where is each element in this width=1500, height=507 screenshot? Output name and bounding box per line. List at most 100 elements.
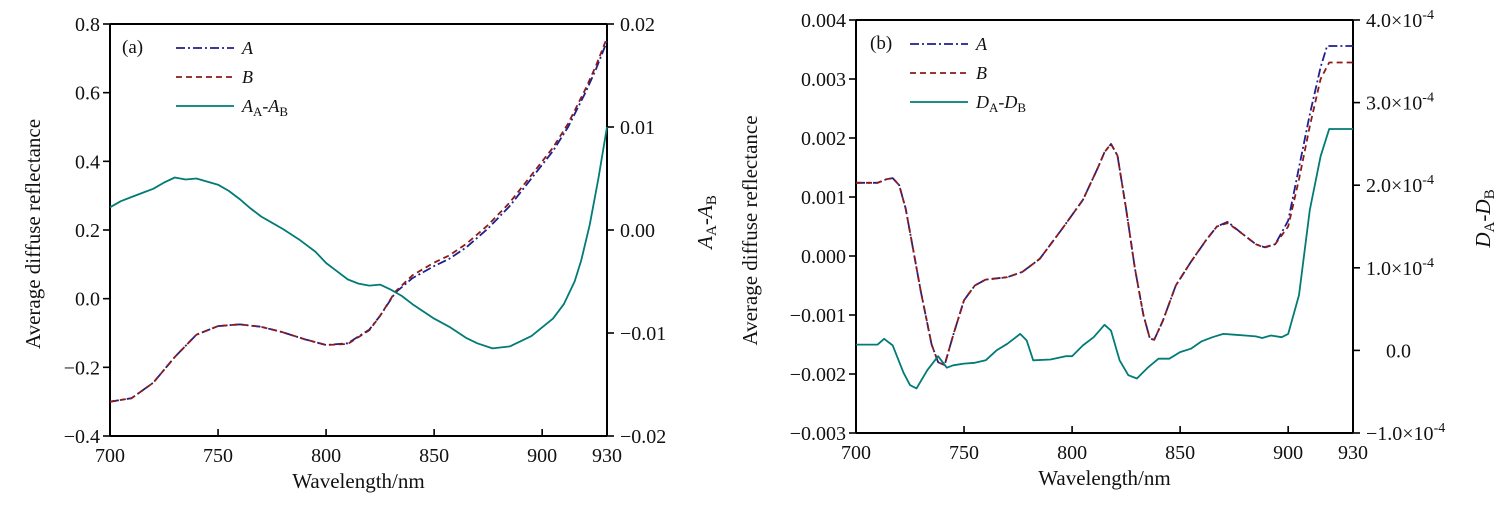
label-main: B bbox=[976, 63, 987, 83]
legend-label: B bbox=[976, 63, 987, 83]
tick-mantissa: −1.0×10 bbox=[1366, 423, 1434, 445]
x-tick-label: 850 bbox=[419, 445, 449, 467]
y-tick-label-left: 0.003 bbox=[801, 69, 846, 91]
x-tick-label: 850 bbox=[1165, 442, 1195, 464]
label-sep: - bbox=[1471, 215, 1495, 222]
legend-label: DA-DB bbox=[975, 92, 1026, 115]
tick-exponent: -4 bbox=[1422, 256, 1434, 271]
x-tick-label: 750 bbox=[949, 442, 979, 464]
x-tick-label: 900 bbox=[1273, 442, 1303, 464]
y-tick-label-left: 0.6 bbox=[75, 83, 100, 105]
y-tick-label-right: 0.0 bbox=[1386, 340, 1411, 362]
y-tick-label-left: −0.4 bbox=[64, 426, 100, 448]
label-sub2: B bbox=[704, 195, 720, 205]
legend-label: AA-AB bbox=[241, 96, 288, 119]
label-main2: D bbox=[1471, 199, 1495, 215]
series-line-b bbox=[109, 37, 608, 403]
y-tick-label-left: 0.000 bbox=[801, 246, 846, 268]
label-main: A bbox=[241, 96, 254, 116]
label-sub: A bbox=[704, 225, 720, 236]
label-sep: - bbox=[693, 218, 717, 225]
legend-item: A bbox=[910, 34, 988, 54]
legend-item: B bbox=[176, 67, 253, 87]
tick-mantissa: 4.0×10 bbox=[1366, 10, 1422, 32]
y-tick-label-right: 0.01 bbox=[620, 117, 655, 139]
y-axis-title-left: Average diffuse reflectance bbox=[21, 119, 45, 349]
tick-exponent: -4 bbox=[1422, 91, 1434, 106]
series-line-d-a-d-b bbox=[856, 128, 1353, 390]
x-axis-title: Wavelength/nm bbox=[1038, 466, 1170, 490]
legend-item: DA-DB bbox=[910, 92, 1026, 115]
tick-mantissa: 3.0×10 bbox=[1366, 93, 1422, 115]
legend-item: AA-AB bbox=[176, 96, 288, 119]
y-tick-label-left: 0.0 bbox=[75, 289, 100, 311]
y-tick-label-left: 0.2 bbox=[75, 220, 100, 242]
label-sub: A bbox=[253, 104, 263, 119]
label-sep: - bbox=[998, 92, 1004, 112]
tick-exponent: -4 bbox=[1422, 173, 1434, 188]
label-sub: A bbox=[1482, 222, 1498, 233]
legend-item: B bbox=[910, 63, 987, 83]
x-tick-label: 750 bbox=[203, 445, 233, 467]
y-tick-label-right: 3.0×10-4 bbox=[1366, 91, 1434, 115]
x-tick-label: 930 bbox=[592, 445, 622, 467]
label-main: A bbox=[975, 34, 988, 54]
legend-label: A bbox=[975, 34, 988, 54]
panel-a: 700 750 800 850 900 930 0.8 0.6 0.4 0.2 0.0 −0.2 −0.… bbox=[21, 14, 720, 493]
tick-mantissa: 1.0×10 bbox=[1366, 258, 1422, 280]
panel-label: (a) bbox=[122, 37, 143, 58]
label-sub2: B bbox=[279, 104, 288, 119]
label-main: A bbox=[241, 38, 254, 58]
label-sub2: B bbox=[1017, 100, 1026, 115]
label-main2: D bbox=[1003, 92, 1017, 112]
y-axis-title-left: Average diffuse reflectance bbox=[738, 115, 762, 345]
y-tick-label-right: 1.0×10-4 bbox=[1366, 256, 1434, 280]
tick-mantissa: 0.0 bbox=[1386, 340, 1411, 362]
label-sub: A bbox=[989, 100, 999, 115]
x-tick-label: 700 bbox=[95, 445, 125, 467]
y-tick-label-right: 0.02 bbox=[620, 14, 655, 36]
x-axis-title: Wavelength/nm bbox=[292, 469, 424, 493]
y-tick-label-left: −0.2 bbox=[64, 357, 100, 379]
label-sep: - bbox=[262, 96, 268, 116]
series-line-a bbox=[856, 45, 1353, 367]
y-tick-label-left: 0.004 bbox=[801, 10, 846, 32]
y-axis-title-right: AA-AB bbox=[693, 195, 720, 251]
y-tick-label-left: 0.002 bbox=[801, 128, 846, 150]
x-tick-label: 700 bbox=[841, 442, 871, 464]
y-tick-label-right: −0.02 bbox=[620, 426, 666, 448]
x-tick-label: 900 bbox=[527, 445, 557, 467]
y-axis-title-right: DA-DB bbox=[1471, 189, 1498, 248]
label-main: B bbox=[242, 67, 253, 87]
y-tick-label-right: 4.0×10-4 bbox=[1366, 8, 1434, 32]
y-tick-label-right: −1.0×10-4 bbox=[1366, 421, 1445, 445]
y-tick-label-left: 0.8 bbox=[75, 14, 100, 36]
x-tick-label: 800 bbox=[1057, 442, 1087, 464]
tick-exponent: -4 bbox=[1434, 421, 1446, 436]
y-tick-label-right: −0.01 bbox=[620, 323, 666, 345]
y-tick-label-left: −0.003 bbox=[790, 423, 846, 445]
label-main2: A bbox=[693, 205, 717, 220]
label-main2: A bbox=[267, 96, 280, 116]
y-tick-label-left: −0.001 bbox=[790, 305, 846, 327]
y-tick-label-left: 0.4 bbox=[75, 151, 100, 173]
panel-b: 700 750 800 850 900 930 0.004 0.003 0.002 0.001 0.… bbox=[738, 8, 1498, 490]
label-main: D bbox=[975, 92, 989, 112]
label-sub2: B bbox=[1482, 189, 1498, 199]
legend-label: B bbox=[242, 67, 253, 87]
series-line-b bbox=[856, 61, 1353, 367]
legend-label: A bbox=[241, 38, 254, 58]
y-tick-label-right: 0.00 bbox=[620, 220, 655, 242]
y-tick-label-right: 2.0×10-4 bbox=[1366, 173, 1434, 197]
y-tick-label-left: −0.002 bbox=[790, 364, 846, 386]
x-tick-label: 800 bbox=[311, 445, 341, 467]
tick-exponent: -4 bbox=[1422, 8, 1434, 23]
tick-mantissa: 2.0×10 bbox=[1366, 175, 1422, 197]
legend-item: A bbox=[176, 38, 254, 58]
series-line-a-a-a-b bbox=[109, 126, 608, 350]
x-tick-label: 930 bbox=[1338, 442, 1368, 464]
panel-label: (b) bbox=[870, 33, 892, 54]
